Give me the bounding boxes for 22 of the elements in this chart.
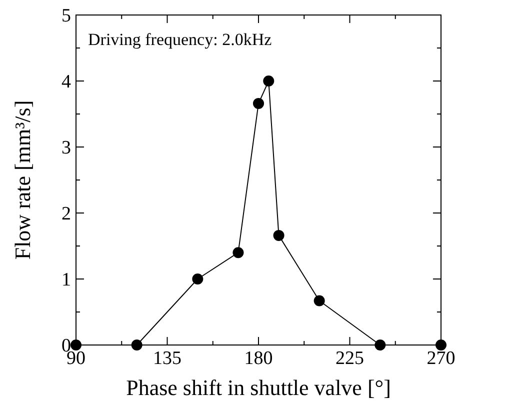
- point: [273, 230, 284, 241]
- annotation: Driving frequency: 2.0kHz: [88, 30, 272, 49]
- y-tick-label: 4: [62, 72, 72, 93]
- point: [131, 340, 142, 350]
- point: [314, 295, 325, 306]
- point: [192, 274, 204, 284]
- x-tick-label: 135: [153, 348, 182, 369]
- x-tick-label: 225: [336, 348, 364, 369]
- y-axis-title: Flow rate [mm³/s]: [10, 100, 35, 260]
- y-tick-label: 3: [62, 138, 71, 159]
- y-tick-label: 1: [62, 270, 71, 291]
- point: [374, 340, 386, 350]
- x-tick-label: 270: [426, 348, 456, 369]
- point: [70, 340, 82, 350]
- point: [232, 247, 244, 258]
- point: [263, 76, 274, 86]
- x-tick-label: 180: [244, 348, 273, 369]
- point: [253, 98, 264, 109]
- y-tick-label: 5: [62, 6, 71, 27]
- point: [436, 340, 446, 350]
- x-axis-title: Phase shift in shuttle valve [°]: [126, 375, 391, 400]
- y-tick-label: 2: [62, 204, 71, 225]
